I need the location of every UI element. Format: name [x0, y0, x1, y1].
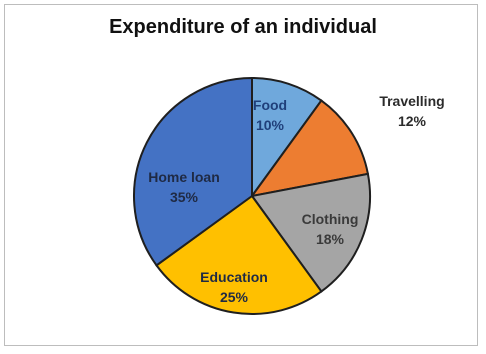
pie-slice-travelling: [249, 99, 370, 198]
slice-percent-clothing: 18%: [316, 231, 345, 247]
slice-label-food: Food: [253, 97, 287, 113]
chart-title: Expenditure of an individual: [109, 16, 377, 38]
slice-label-education: Education: [200, 269, 268, 285]
slice-percent-food: 10%: [256, 117, 285, 133]
slice-label-clothing: Clothing: [302, 211, 359, 227]
slice-percent-education: 25%: [220, 289, 249, 305]
pie-labels: Food 10% Travelling 12% Clothing 18% Education…: [148, 93, 444, 305]
slice-percent-home-loan: 35%: [170, 189, 199, 205]
slice-percent-travelling: 12%: [398, 113, 427, 129]
pie-slices: [133, 76, 371, 315]
pie-slice-clothing: [250, 172, 371, 293]
pie-slice-home-loan: [133, 76, 253, 267]
pie-slice-education: [155, 194, 323, 315]
slice-label-home-loan: Home loan: [148, 169, 220, 185]
slice-label-travelling: Travelling: [379, 93, 444, 109]
pie-slice-food: [251, 76, 323, 200]
